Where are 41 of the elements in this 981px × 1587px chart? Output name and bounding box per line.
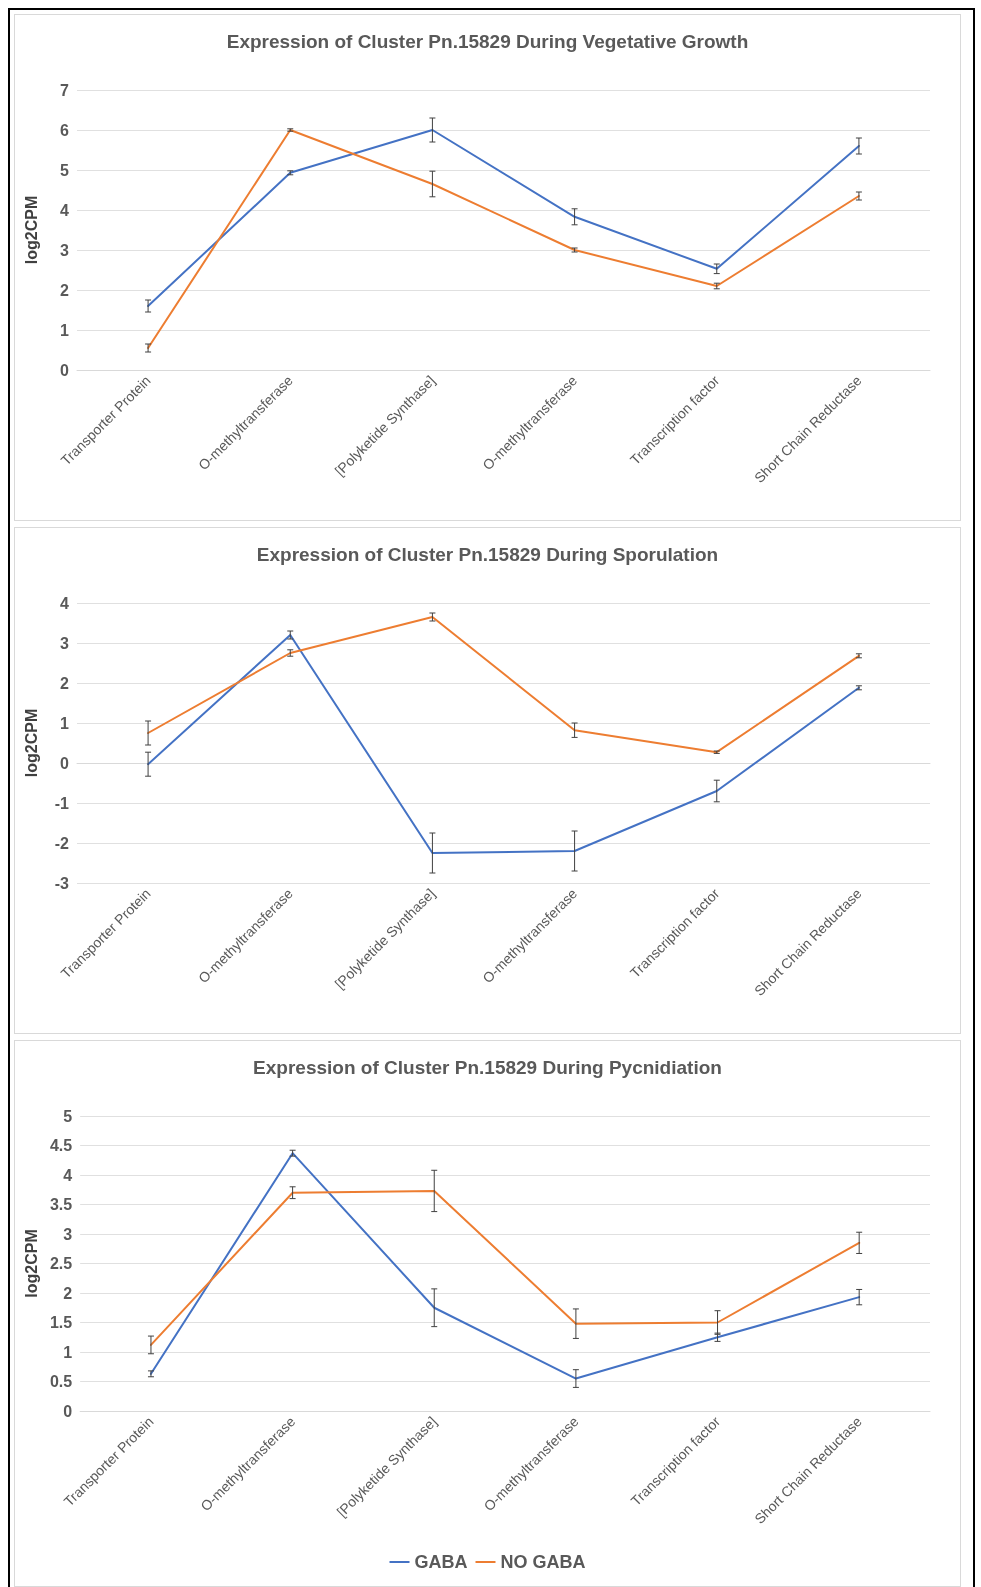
y-tick-label: 4: [60, 594, 70, 612]
line-series: [149, 1152, 861, 1380]
y-tick-label: 2: [63, 1284, 73, 1302]
y-tick-label: 5: [60, 161, 70, 179]
legend-label: GABA: [414, 1552, 468, 1572]
y-tick-label: 1: [63, 1343, 73, 1361]
y-tick-label: 1: [60, 714, 70, 732]
line-series: [147, 129, 860, 307]
y-tick-label: 4: [63, 1166, 73, 1184]
y-tick-label: 6: [60, 121, 70, 139]
y-tick-label: 3: [63, 1225, 73, 1243]
legend-label: NO GABA: [500, 1552, 586, 1572]
y-tick-label: 0.5: [49, 1373, 73, 1390]
y-tick-label: 0: [63, 1402, 73, 1420]
y-tick-label: 0: [60, 361, 70, 379]
y-tick-label: 3.5: [49, 1196, 73, 1213]
y-axis-title: log2CPM: [22, 1229, 40, 1298]
y-tick-label: 1: [60, 321, 70, 339]
y-tick-label: 2.5: [49, 1255, 73, 1272]
y-tick-label: -2: [54, 834, 70, 852]
chart-title: Expression of Cluster Pn.15829 During Vegetative Growth: [226, 31, 749, 52]
y-tick-label: 7: [60, 81, 70, 99]
line-series: [147, 129, 860, 349]
chart-title: Expression of Cluster Pn.15829 During Pycnidiation: [253, 1057, 722, 1078]
y-tick-label: 3: [60, 241, 70, 259]
y-tick-label: 2: [60, 281, 70, 299]
chart-title: Expression of Cluster Pn.15829 During Sporulation: [256, 544, 719, 565]
line-series: [149, 1189, 861, 1346]
y-tick-label: 4: [60, 201, 70, 219]
line-series: [147, 616, 860, 754]
y-axis-title: log2CPM: [22, 195, 40, 265]
y-axis-title: log2CPM: [22, 708, 40, 778]
y-tick-label: -3: [54, 874, 70, 892]
y-tick-label: 3: [60, 634, 70, 652]
line-series: [147, 634, 860, 854]
y-tick-label: 4.5: [49, 1137, 73, 1154]
y-tick-label: 0: [60, 754, 70, 772]
y-tick-label: 2: [60, 674, 70, 692]
y-tick-label: -1: [54, 794, 70, 812]
y-tick-label: 1.5: [49, 1314, 73, 1331]
y-tick-label: 5: [63, 1107, 73, 1125]
